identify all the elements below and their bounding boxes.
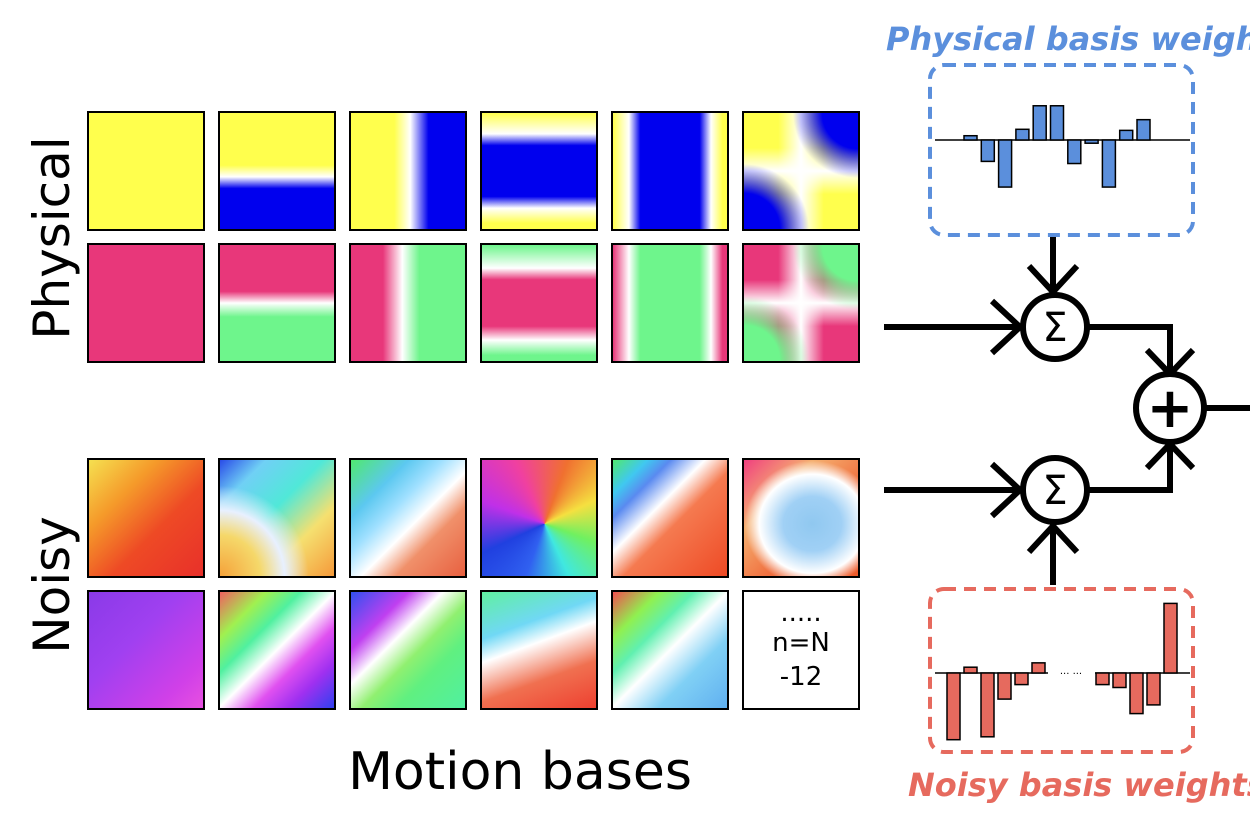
physical-sum-symbol: Σ	[1042, 305, 1067, 351]
noisy-basis-tile-1f	[742, 458, 860, 578]
phys-bars-bar-4	[1015, 128, 1030, 141]
physical-basis-tile-2f	[742, 243, 860, 363]
noisy-weights-ellipsis: ··· ···	[1060, 669, 1082, 680]
noisy-basis-tile-2c	[349, 590, 467, 710]
noisy-bars-bar-7	[1095, 672, 1110, 686]
noisy-basis-tile-1e	[611, 458, 729, 578]
physical-basis-tile-1c	[349, 111, 467, 231]
physical-basis-tile-2e	[611, 243, 729, 363]
noisy-sum-to-plus-arrowhead	[1144, 439, 1196, 471]
phys-bars-bar-11	[1136, 118, 1151, 141]
physical-basis-tile-1f	[742, 111, 860, 231]
physical-basis-tile-2a	[87, 243, 205, 363]
combine-plus-symbol: +	[1147, 376, 1194, 441]
noisy-basis-tile-1b	[218, 458, 336, 578]
physical-basis-tile-1d	[480, 111, 598, 231]
noisy-bars-bar-9	[1129, 672, 1144, 715]
physical-basis-tile-1a	[87, 111, 205, 231]
phys-bars-bar-2	[980, 139, 996, 163]
phys-bars-bar-1	[963, 134, 978, 141]
phys-bars-bar-10	[1118, 129, 1134, 141]
noisy-bars-bar-11	[1163, 602, 1178, 674]
physical-basis-tile-2b	[218, 243, 336, 363]
motion-bases-label: Motion bases	[348, 742, 692, 802]
noisy-basis-tile-2d	[480, 590, 598, 710]
ellipsis-count-line2: -12	[779, 662, 823, 692]
noisy-basis-tile-2b	[218, 590, 336, 710]
noisy-basis-tile-ellipsis: ..... n=N -12	[742, 590, 860, 710]
physical-basis-tile-2c	[349, 243, 467, 363]
noisy-bars-bar-6	[1031, 662, 1046, 674]
phys-bars-bar-3	[997, 139, 1013, 188]
noisy-bars-bar-4	[997, 672, 1012, 700]
noisy-bars-bar-1	[946, 672, 961, 741]
noisy-sum-symbol: Σ	[1042, 468, 1067, 514]
phys-bars-bar-5	[1032, 105, 1047, 141]
noisy-basis-tile-1d	[480, 458, 598, 578]
physical-basis-tile-2d	[480, 243, 598, 363]
phys-bars-bar-8	[1084, 139, 1099, 144]
noisy-weights-bars	[946, 602, 1178, 741]
physical-weights-arrowhead	[1026, 263, 1080, 297]
phys-bars-bar-6	[1049, 105, 1065, 141]
noisy-basis-tile-2e	[611, 590, 729, 710]
physical-weights-bars	[963, 105, 1151, 188]
noisy-weights-arrowhead	[1026, 521, 1080, 555]
noisy-bars-bar-8	[1112, 672, 1127, 689]
noisy-bars-bar-2	[963, 666, 978, 674]
ellipsis-count-line1: n=N	[772, 628, 830, 658]
physical-sum-to-plus-line	[1087, 324, 1173, 375]
noisy-bars-bar-10	[1146, 672, 1161, 706]
noisy-basis-tile-1c	[349, 458, 467, 578]
noisy-bars-bar-5	[1014, 672, 1029, 686]
physical-weights-box	[928, 63, 1195, 237]
noisy-weights-box	[928, 587, 1195, 754]
physical-basis-tile-1e	[611, 111, 729, 231]
noisy-sum-to-plus-line	[1087, 443, 1173, 493]
physical-weights-title: Physical basis weights	[886, 20, 1250, 58]
phys-bars-bar-9	[1101, 139, 1117, 188]
noisy-basis-tile-1a	[87, 458, 205, 578]
noisy-bars-bar-3	[980, 672, 995, 738]
noisy-basis-tile-2a	[87, 590, 205, 710]
phys-bars-bar-7	[1067, 139, 1082, 165]
physical-basis-tile-1b	[218, 111, 336, 231]
ellipsis-dots: .....	[780, 598, 822, 628]
noisy-weights-title: Noisy basis weights	[908, 766, 1250, 804]
